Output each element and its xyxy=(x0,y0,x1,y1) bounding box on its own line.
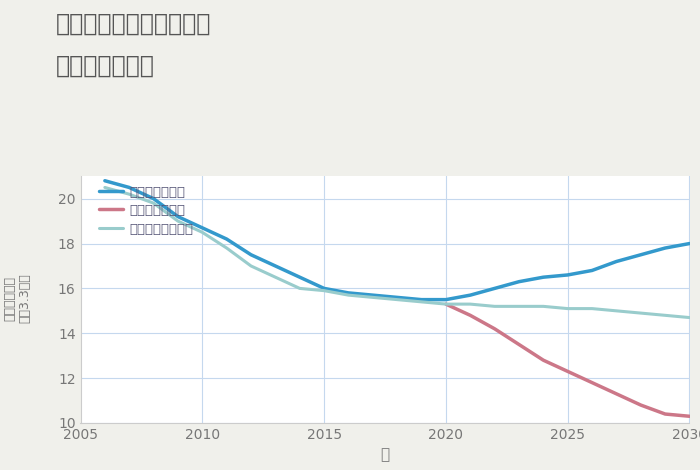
グッドシナリオ xyxy=(564,272,572,278)
グッドシナリオ xyxy=(344,290,353,296)
ノーマルシナリオ xyxy=(588,306,596,312)
ノーマルシナリオ xyxy=(149,200,158,206)
グッドシナリオ xyxy=(369,292,377,298)
Legend: グッドシナリオ, バッドシナリオ, ノーマルシナリオ: グッドシナリオ, バッドシナリオ, ノーマルシナリオ xyxy=(99,185,194,236)
ノーマルシナリオ xyxy=(539,304,547,309)
バッドシナリオ xyxy=(612,391,621,397)
Text: 三重県津市久居一色町の: 三重県津市久居一色町の xyxy=(56,12,211,36)
バッドシナリオ xyxy=(491,326,499,332)
ノーマルシナリオ xyxy=(247,263,256,269)
Line: グッドシナリオ: グッドシナリオ xyxy=(105,181,690,300)
バッドシナリオ xyxy=(539,357,547,363)
Text: 土地の価格推移: 土地の価格推移 xyxy=(56,54,155,78)
ノーマルシナリオ xyxy=(612,308,621,313)
グッドシナリオ xyxy=(125,185,134,190)
バッドシナリオ xyxy=(661,411,669,417)
ノーマルシナリオ xyxy=(101,185,109,190)
ノーマルシナリオ xyxy=(491,304,499,309)
ノーマルシナリオ xyxy=(369,295,377,300)
バッドシナリオ xyxy=(442,301,450,307)
グッドシナリオ xyxy=(101,178,109,184)
X-axis label: 年: 年 xyxy=(380,447,390,462)
グッドシナリオ xyxy=(466,292,475,298)
グッドシナリオ xyxy=(198,225,206,231)
ノーマルシナリオ xyxy=(295,286,304,291)
ノーマルシナリオ xyxy=(344,292,353,298)
ノーマルシナリオ xyxy=(514,304,523,309)
バッドシナリオ xyxy=(636,402,645,408)
グッドシナリオ xyxy=(295,274,304,280)
グッドシナリオ xyxy=(539,274,547,280)
グッドシナリオ xyxy=(612,258,621,264)
バッドシナリオ xyxy=(564,368,572,374)
グッドシナリオ xyxy=(514,279,523,284)
ノーマルシナリオ xyxy=(564,306,572,312)
Line: バッドシナリオ: バッドシナリオ xyxy=(446,304,690,416)
ノーマルシナリオ xyxy=(174,218,182,224)
バッドシナリオ xyxy=(466,313,475,318)
ノーマルシナリオ xyxy=(125,191,134,197)
ノーマルシナリオ xyxy=(417,299,426,305)
グッドシナリオ xyxy=(685,241,694,246)
ノーマルシナリオ xyxy=(685,315,694,321)
バッドシナリオ xyxy=(685,414,694,419)
Line: ノーマルシナリオ: ノーマルシナリオ xyxy=(105,188,690,318)
Text: 単価（万円）
坪（3.3㎡）: 単価（万円） 坪（3.3㎡） xyxy=(4,274,32,323)
グッドシナリオ xyxy=(320,286,328,291)
ノーマルシナリオ xyxy=(466,301,475,307)
ノーマルシナリオ xyxy=(271,274,279,280)
グッドシナリオ xyxy=(442,297,450,303)
バッドシナリオ xyxy=(514,342,523,347)
グッドシナリオ xyxy=(223,236,231,242)
グッドシナリオ xyxy=(491,286,499,291)
グッドシナリオ xyxy=(417,297,426,303)
グッドシナリオ xyxy=(247,252,256,258)
グッドシナリオ xyxy=(661,245,669,251)
グッドシナリオ xyxy=(174,214,182,219)
ノーマルシナリオ xyxy=(636,310,645,316)
ノーマルシナリオ xyxy=(661,313,669,318)
ノーマルシナリオ xyxy=(442,301,450,307)
グッドシナリオ xyxy=(149,196,158,202)
グッドシナリオ xyxy=(271,263,279,269)
ノーマルシナリオ xyxy=(320,288,328,293)
グッドシナリオ xyxy=(393,295,401,300)
バッドシナリオ xyxy=(588,380,596,385)
ノーマルシナリオ xyxy=(223,245,231,251)
グッドシナリオ xyxy=(588,267,596,273)
グッドシナリオ xyxy=(636,252,645,258)
ノーマルシナリオ xyxy=(198,229,206,235)
ノーマルシナリオ xyxy=(393,297,401,303)
